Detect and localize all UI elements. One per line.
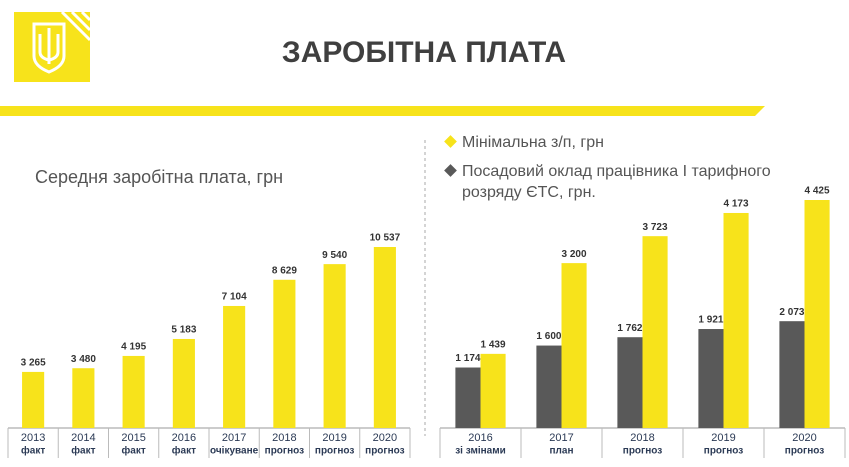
bar [273, 279, 296, 428]
x-tick-sublabel: план [550, 446, 574, 457]
x-tick-label: 2019 [711, 432, 735, 444]
legend-label: Мінімальна з/п, грн [462, 134, 604, 151]
bar [323, 264, 346, 428]
bar [22, 371, 45, 428]
value-label: 3 265 [21, 358, 46, 369]
bar [223, 305, 246, 428]
emblem-stripes [60, 10, 92, 42]
bar [723, 212, 749, 428]
value-label: 3 200 [562, 249, 587, 260]
value-label: 1 174 [455, 353, 480, 364]
x-tick-label: 2014 [71, 432, 95, 444]
x-tick-label: 2015 [121, 432, 145, 444]
value-label: 2 073 [779, 307, 804, 318]
bar [480, 353, 506, 428]
bar [617, 337, 643, 428]
x-tick-label: 2019 [322, 432, 346, 444]
value-label: 1 921 [698, 315, 723, 326]
chart-title: Середня заробітна плата, грн [35, 167, 283, 187]
value-label: 10 537 [370, 233, 401, 244]
x-tick-sublabel: прогноз [785, 446, 824, 457]
x-tick-label: 2017 [549, 432, 573, 444]
value-label: 8 629 [272, 265, 297, 276]
bar [698, 329, 724, 428]
x-tick-label: 2020 [373, 432, 397, 444]
emblem-shield [32, 22, 66, 74]
x-tick-sublabel: факт [21, 445, 45, 457]
value-label: 4 425 [805, 186, 830, 197]
x-tick-sublabel: прогноз [365, 446, 404, 457]
x-tick-sublabel: факт [122, 445, 146, 457]
bar [373, 247, 396, 428]
value-label: 4 173 [724, 199, 749, 210]
value-label: 1 439 [481, 339, 506, 350]
bar [455, 367, 481, 428]
x-tick-sublabel: прогноз [265, 446, 304, 457]
value-label: 3 480 [71, 354, 96, 365]
bar [536, 345, 562, 428]
x-tick-sublabel: факт [172, 445, 196, 457]
value-label: 1 762 [617, 323, 642, 334]
value-label: 4 195 [121, 342, 146, 353]
value-label: 7 104 [222, 292, 247, 303]
x-tick-sublabel: факт [71, 445, 95, 457]
x-tick-label: 2017 [222, 432, 246, 444]
x-tick-label: 2018 [630, 432, 654, 444]
bar [642, 236, 668, 428]
x-tick-sublabel: прогноз [623, 446, 662, 457]
header-stripe [0, 106, 765, 116]
x-tick-label: 2013 [21, 432, 45, 444]
x-tick-label: 2016 [172, 432, 196, 444]
x-tick-sublabel: прогноз [315, 446, 354, 457]
x-tick-label: 2020 [792, 432, 816, 444]
legend-item: Мінімальна з/п, грн [444, 132, 822, 153]
bar [72, 368, 95, 428]
x-tick-sublabel: зі змінами [455, 446, 506, 457]
bar [561, 263, 587, 428]
x-tick-sublabel: прогноз [704, 446, 743, 457]
value-label: 9 540 [322, 250, 347, 261]
emblem-trident [38, 28, 60, 64]
bar [779, 321, 805, 428]
page-title: ЗАРОБІТНА ПЛАТА [282, 36, 566, 69]
legend-label: Посадовий оклад працівника І тарифного р… [462, 163, 771, 201]
x-tick-label: 2018 [272, 432, 296, 444]
bar [122, 355, 145, 428]
x-tick-label: 2016 [468, 432, 492, 444]
legend-item: Посадовий оклад працівника І тарифного р… [444, 161, 822, 203]
x-tick-sublabel: очікуване [210, 446, 259, 457]
value-label: 1 600 [536, 331, 561, 342]
bar [804, 200, 830, 428]
value-label: 5 183 [171, 325, 196, 336]
value-label: 3 723 [643, 222, 668, 233]
bar [172, 338, 195, 428]
